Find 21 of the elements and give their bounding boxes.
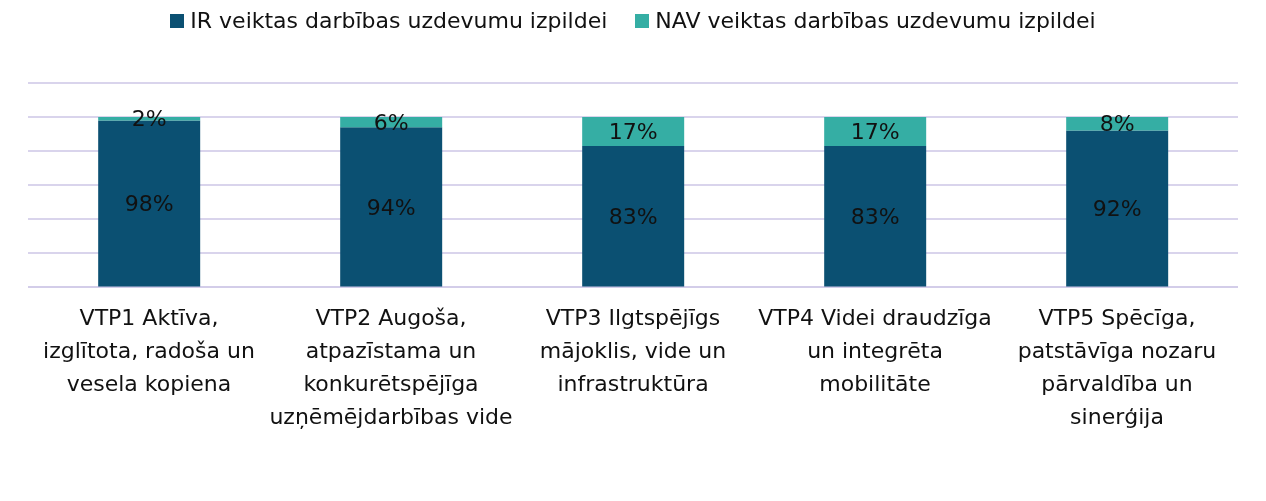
- data-label: 94%: [366, 194, 416, 220]
- data-label: 2%: [131, 106, 167, 132]
- data-label: 8%: [1099, 111, 1135, 137]
- x-tick-label: VTP5 Spēcīga, patstāvīga nozaru pārvaldība un sinerģija: [1017, 305, 1217, 429]
- x-tick-label: VTP2 Augoša, atpazīstama un konkurētspējīga uzņēmējdarbības vide: [269, 305, 513, 429]
- x-tick-label: VTP4 Videi draudzīga un integrēta mobilitāte: [758, 305, 992, 396]
- data-label: 17%: [850, 118, 900, 144]
- bar: [582, 117, 685, 146]
- data-label: 83%: [850, 203, 900, 229]
- bar: [824, 145, 927, 287]
- legend-label: IR veiktas darbības uzdevumu izpildei: [190, 8, 608, 33]
- data-label: 98%: [124, 191, 174, 217]
- bar: [824, 117, 927, 146]
- data-label: 83%: [608, 203, 658, 229]
- data-label: 17%: [608, 118, 658, 144]
- x-tick-label: VTP1 Aktīva, izglītota, radoša un vesela kopiena: [43, 305, 255, 396]
- bar: [1066, 130, 1169, 287]
- x-tick-label: VTP3 Ilgtspējīgs mājoklis, vide un infrastruktūra: [539, 305, 727, 396]
- data-label: 92%: [1092, 196, 1142, 222]
- bar: [582, 145, 685, 287]
- legend-label: NAV veiktas darbības uzdevumu izpildei: [655, 8, 1096, 33]
